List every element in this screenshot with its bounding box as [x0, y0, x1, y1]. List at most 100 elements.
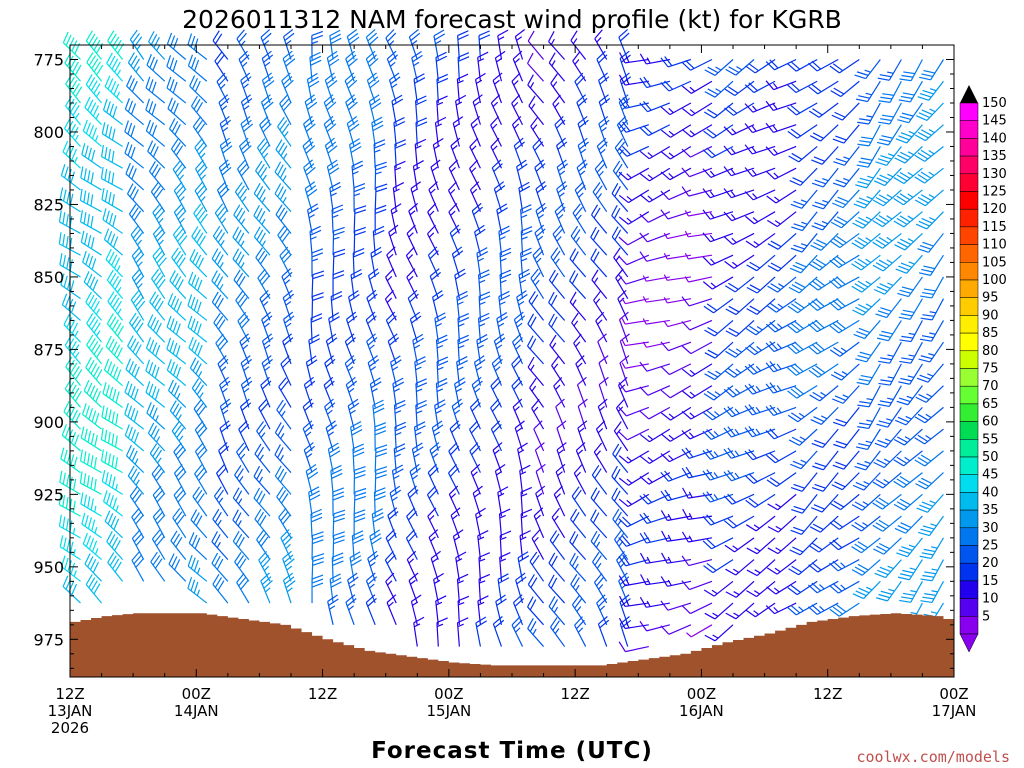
wind-barb: [81, 512, 102, 539]
wind-barb: [527, 356, 545, 387]
wind-barb: [219, 115, 232, 147]
wind-barb: [129, 486, 145, 517]
wind-barb: [103, 228, 124, 256]
wind-barb: [310, 508, 323, 538]
wind-barb: [876, 580, 902, 602]
wind-barb: [621, 362, 649, 369]
wind-barb: [898, 363, 923, 385]
wind-barb: [570, 508, 587, 539]
wind-barb: [80, 166, 102, 191]
wind-barb: [447, 181, 460, 212]
wind-barb: [661, 552, 691, 564]
wind-barb: [254, 508, 271, 539]
wind-barb: [240, 355, 252, 386]
wind-barb: [681, 385, 713, 399]
wind-barb: [103, 358, 124, 387]
wind-barb: [765, 319, 797, 333]
wind-barb: [308, 486, 321, 517]
colorbar-swatch: [959, 191, 979, 210]
wind-barb: [65, 95, 81, 126]
colorbar-swatch: [959, 102, 979, 121]
wind-barb: [83, 379, 102, 408]
wind-barb: [660, 450, 692, 463]
wind-barb: [495, 594, 507, 625]
wind-barb: [457, 52, 470, 82]
wind-barb: [790, 189, 818, 209]
wind-barb: [253, 226, 271, 256]
wind-barb: [167, 97, 187, 126]
wind-barb: [829, 580, 860, 594]
wind-barb: [897, 559, 923, 581]
wind-barb: [387, 507, 399, 539]
wind-barb: [829, 319, 860, 334]
wind-barb: [499, 247, 512, 277]
wind-barb: [590, 248, 608, 278]
wind-barb: [552, 94, 566, 126]
wind-barb: [639, 406, 671, 420]
wind-barb: [788, 428, 818, 446]
wind-barb: [166, 315, 187, 343]
wind-barb: [854, 59, 881, 80]
wind-barb: [639, 189, 671, 203]
wind-barb: [275, 204, 292, 234]
wind-barb: [766, 472, 797, 488]
wind-barb: [498, 225, 511, 256]
wind-barb: [595, 311, 608, 343]
wind-barb: [723, 124, 755, 136]
wind-barb: [106, 52, 124, 82]
colorbar-swatch: [959, 385, 979, 405]
wind-barb: [170, 530, 187, 560]
wind-barb: [455, 551, 467, 582]
wind-barb: [100, 449, 123, 474]
wind-barb: [373, 139, 386, 169]
wind-barb: [218, 94, 230, 125]
wind-barb: [853, 320, 881, 340]
wind-barb: [126, 444, 145, 474]
wind-barb: [261, 355, 273, 386]
wind-barb: [681, 58, 713, 71]
wind-barb: [475, 616, 487, 647]
wind-barb: [187, 294, 208, 321]
wind-barb: [765, 167, 797, 180]
wind-barb: [477, 312, 490, 343]
wind-barb: [211, 248, 229, 278]
wind-barb: [812, 189, 839, 210]
colorbar-top-arrow: [960, 85, 978, 103]
wind-barb: [744, 404, 776, 416]
wind-barb: [193, 203, 208, 234]
wind-barb: [682, 102, 713, 117]
wind-barb: [436, 617, 448, 647]
wind-barb: [491, 159, 503, 191]
wind-barb: [681, 296, 713, 307]
wind-barb: [745, 493, 776, 508]
wind-barb: [571, 312, 587, 343]
wind-barb: [253, 465, 271, 495]
wind-barb: [65, 73, 83, 104]
wind-barb: [167, 293, 187, 321]
wind-barb: [532, 137, 545, 169]
wind-barb: [766, 580, 797, 595]
wind-barb: [189, 357, 208, 387]
wind-barb: [85, 74, 103, 104]
wind-barb: [492, 72, 503, 104]
wind-barb: [681, 602, 713, 615]
wind-barb: [130, 290, 146, 321]
wind-barb: [856, 80, 881, 103]
wind-barb: [789, 167, 818, 186]
wind-barb: [639, 552, 670, 564]
wind-barb: [332, 531, 345, 560]
wind-barb: [236, 159, 250, 191]
wind-barb: [857, 102, 881, 125]
wind-barb: [856, 363, 881, 386]
wind-barb: [618, 428, 650, 441]
wind-barb: [681, 145, 713, 158]
wind-barb: [435, 51, 448, 82]
wind-barb: [282, 333, 294, 365]
wind-barb: [660, 124, 692, 138]
wind-barb: [454, 377, 466, 408]
wind-barb: [787, 580, 818, 596]
wind-barb: [213, 312, 229, 343]
wind-barb: [681, 555, 713, 567]
wind-barb: [872, 515, 902, 532]
wind-barb: [126, 75, 145, 104]
